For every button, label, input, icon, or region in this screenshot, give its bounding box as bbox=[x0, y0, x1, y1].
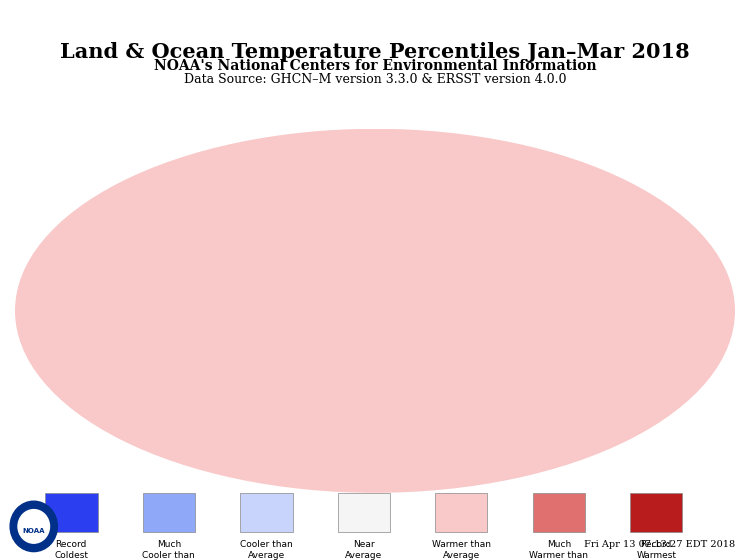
FancyBboxPatch shape bbox=[435, 493, 488, 532]
FancyBboxPatch shape bbox=[338, 493, 390, 532]
Ellipse shape bbox=[15, 129, 735, 493]
Text: Fri Apr 13 07:13:27 EDT 2018: Fri Apr 13 07:13:27 EDT 2018 bbox=[584, 540, 735, 549]
Text: Data Source: GHCN–M version 3.3.0 & ERSST version 4.0.0: Data Source: GHCN–M version 3.3.0 & ERSS… bbox=[184, 73, 566, 86]
Text: Land & Ocean Temperature Percentiles Jan–Mar 2018: Land & Ocean Temperature Percentiles Jan… bbox=[60, 42, 690, 62]
Text: NOAA: NOAA bbox=[22, 528, 45, 534]
Text: Record
Warmest: Record Warmest bbox=[636, 540, 676, 560]
FancyBboxPatch shape bbox=[532, 493, 585, 532]
Text: NOAA's National Centers for Environmental Information: NOAA's National Centers for Environmenta… bbox=[154, 59, 596, 73]
FancyBboxPatch shape bbox=[630, 493, 682, 532]
Text: Record
Coldest: Record Coldest bbox=[54, 540, 88, 560]
Text: Warmer than
Average: Warmer than Average bbox=[432, 540, 490, 560]
Text: Cooler than
Average: Cooler than Average bbox=[240, 540, 292, 560]
Text: Near
Average: Near Average bbox=[345, 540, 382, 560]
FancyBboxPatch shape bbox=[142, 493, 195, 532]
Text: Much
Warmer than
Average: Much Warmer than Average bbox=[530, 540, 588, 560]
Circle shape bbox=[10, 501, 57, 552]
FancyBboxPatch shape bbox=[45, 493, 98, 532]
FancyBboxPatch shape bbox=[240, 493, 292, 532]
Text: Much
Cooler than
Average: Much Cooler than Average bbox=[142, 540, 195, 560]
Circle shape bbox=[18, 510, 50, 543]
